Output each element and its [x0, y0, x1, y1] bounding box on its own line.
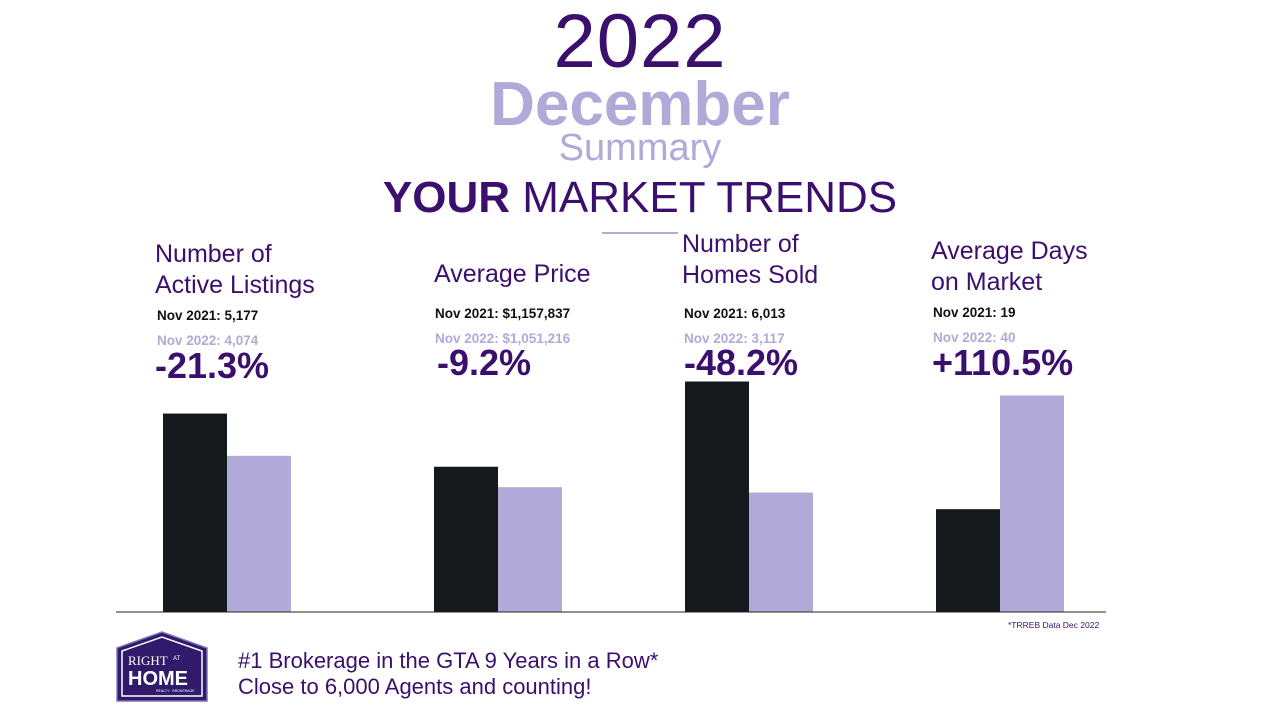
- prev-value-label: Nov 2021: $1,157,837: [435, 306, 571, 321]
- curr-value-label: Nov 2022: $1,051,216: [435, 331, 571, 346]
- prev-value-label: Nov 2021: 6,013: [684, 306, 786, 321]
- bar-nov-2021: [685, 381, 749, 612]
- bar-nov-2021: [434, 466, 498, 612]
- curr-value-label: Nov 2022: 40: [933, 330, 1016, 345]
- bar-nov-2021: [163, 413, 227, 612]
- percent-change: -21.3%: [155, 345, 270, 386]
- bar-nov-2021: [936, 509, 1000, 612]
- page-year-title: 2022: [553, 0, 727, 84]
- bar-nov-2022: [498, 487, 562, 612]
- logo-text-home: HOME: [128, 668, 188, 690]
- source-note: *TRREB Data Dec 2022: [1008, 620, 1100, 630]
- agents-tagline: Close to 6,000 Agents and counting!: [238, 674, 592, 699]
- logo-text-small: REALTY · BROKERAGE: [156, 689, 195, 693]
- market-trends-heading: YOUR MARKET TRENDS: [0, 172, 1280, 224]
- panel-days-on-market: Average Days on Market: [931, 236, 1088, 298]
- panel-title-line2: Active Listings: [155, 271, 315, 299]
- bar-nov-2022: [1000, 395, 1064, 612]
- panel-average-price: Average Price: [434, 259, 591, 290]
- percent-change: -48.2%: [684, 342, 799, 383]
- right-at-home-logo: RIGHT AT HOME REALTY · BROKERAGE: [116, 631, 208, 702]
- percent-change: -9.2%: [437, 342, 532, 383]
- logo-text-right: RIGHT: [128, 653, 168, 668]
- brokerage-tagline: #1 Brokerage in the GTA 9 Years in a Row…: [238, 648, 659, 673]
- page-subtitle: Summary: [558, 127, 722, 169]
- panel-title-line1: Average Days: [931, 237, 1088, 265]
- prev-value-label: Nov 2021: 5,177: [157, 308, 259, 323]
- bar-nov-2022: [749, 492, 813, 612]
- panel-title-line1: Average Price: [434, 260, 591, 288]
- market-trends-rest: MARKET TRENDS: [522, 173, 898, 222]
- panel-title-line1: Number of: [682, 230, 799, 258]
- prev-value-label: Nov 2021: 19: [933, 305, 1016, 320]
- panel-title-line1: Number of: [155, 240, 272, 268]
- panel-homes-sold: Number of Homes Sold: [682, 229, 818, 291]
- heading-divider: [602, 232, 678, 234]
- bar-nov-2022: [227, 455, 291, 612]
- panel-title-line2: Homes Sold: [682, 261, 819, 289]
- curr-value-label: Nov 2022: 3,117: [684, 331, 785, 346]
- panel-active-listings: Number of Active Listings: [155, 239, 315, 301]
- logo-text-at: AT: [173, 656, 181, 662]
- market-trends-bold: YOUR: [382, 173, 510, 222]
- page-month-title: December: [490, 70, 790, 139]
- panel-title-line2: on Market: [931, 268, 1043, 296]
- percent-change: +110.5%: [932, 342, 1074, 383]
- curr-value-label: Nov 2022: 4,074: [157, 333, 259, 348]
